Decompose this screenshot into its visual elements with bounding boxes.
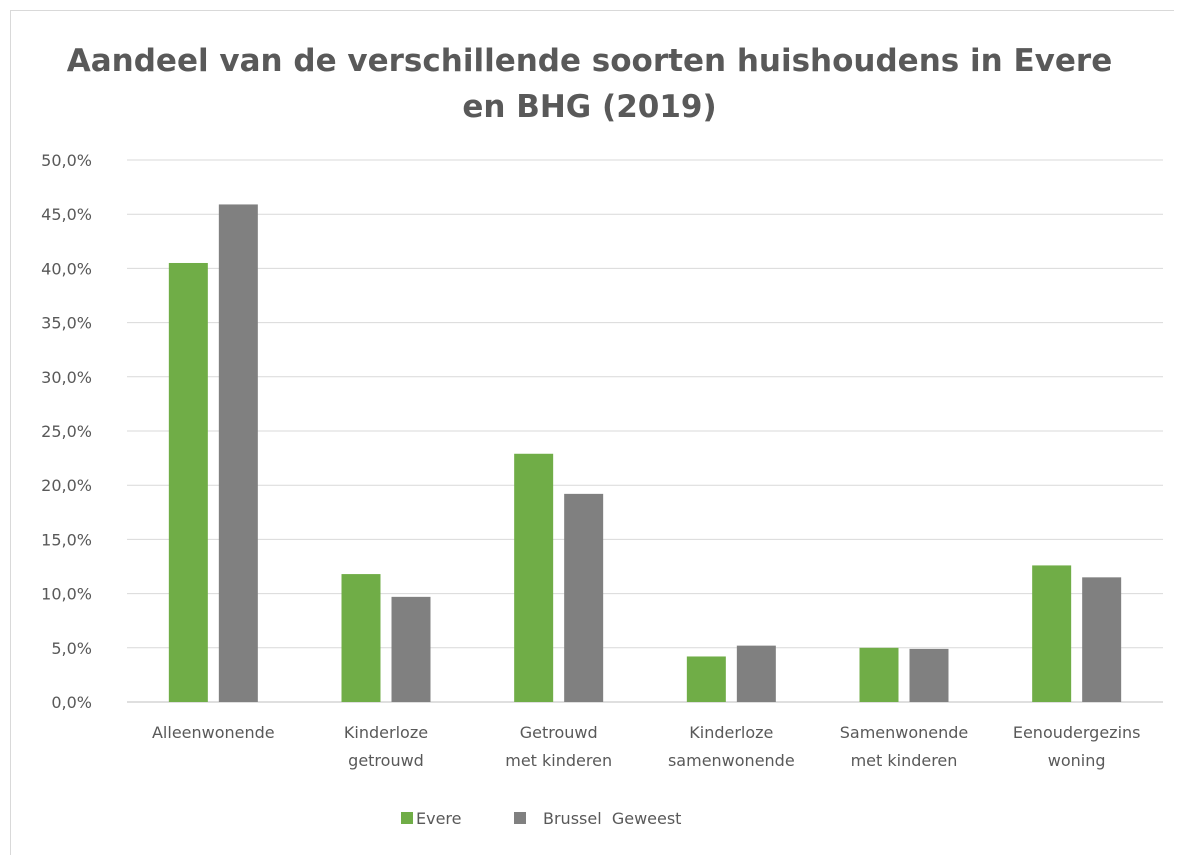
bar-brussel-geweest [909, 648, 949, 702]
gridlines [127, 159, 1163, 703]
bar-brussel-geweest [1082, 577, 1122, 702]
x-category-label: met kinderen [851, 751, 958, 770]
y-tick-label: 45,0% [41, 205, 92, 224]
legend-label: Brussel Geweest [543, 809, 681, 828]
bar-brussel-geweest [218, 204, 258, 702]
bar-evere [859, 647, 899, 702]
y-axis-tick-labels: 0,0% 5,0% 10,0% 15,0% 20,0% 25,0% 30,0% 35,0% 40… [41, 151, 92, 712]
x-category-label: Getrouwd [520, 723, 598, 742]
x-category-label: met kinderen [505, 751, 612, 770]
x-category-label: Samenwonende [840, 723, 969, 742]
y-tick-label: 25,0% [41, 422, 92, 441]
y-tick-label: 30,0% [41, 368, 92, 387]
bars [168, 204, 1122, 702]
chart-title-line-2: en BHG (2019) [462, 89, 717, 125]
x-axis-category-labels: Alleenwonende Kinderloze getrouwd Getrouwd m… [152, 723, 1140, 770]
bar-evere [514, 453, 554, 702]
bar-evere [341, 574, 381, 702]
x-category-label: Eenoudergezins [1013, 723, 1141, 742]
bar-brussel-geweest [564, 493, 604, 702]
y-tick-label: 20,0% [41, 476, 92, 495]
bar-evere [1032, 565, 1072, 702]
y-tick-label: 15,0% [41, 530, 92, 549]
y-tick-label: 10,0% [41, 585, 92, 604]
legend-swatch [401, 812, 413, 824]
chart-title-line-1: Aandeel van de verschillende soorten hui… [66, 43, 1113, 79]
chart-title: Aandeel van de verschillende soorten hui… [0, 38, 1179, 130]
x-category-label: Kinderloze [344, 723, 428, 742]
legend-label: Evere [416, 809, 462, 828]
bar-evere [686, 656, 726, 702]
x-category-label: getrouwd [348, 751, 424, 770]
x-category-label: samenwonende [668, 751, 795, 770]
bar-brussel-geweest [736, 645, 776, 702]
y-tick-label: 0,0% [51, 693, 92, 712]
bar-evere [168, 262, 208, 702]
y-tick-label: 5,0% [51, 639, 92, 658]
x-category-label: woning [1048, 751, 1106, 770]
x-category-label: Kinderloze [689, 723, 773, 742]
y-tick-label: 40,0% [41, 259, 92, 278]
bar-brussel-geweest [391, 596, 431, 702]
legend: Evere Brussel Geweest [401, 809, 681, 828]
y-tick-label: 50,0% [41, 151, 92, 170]
y-tick-label: 35,0% [41, 314, 92, 333]
x-category-label: Alleenwonende [152, 723, 275, 742]
legend-swatch [514, 812, 526, 824]
